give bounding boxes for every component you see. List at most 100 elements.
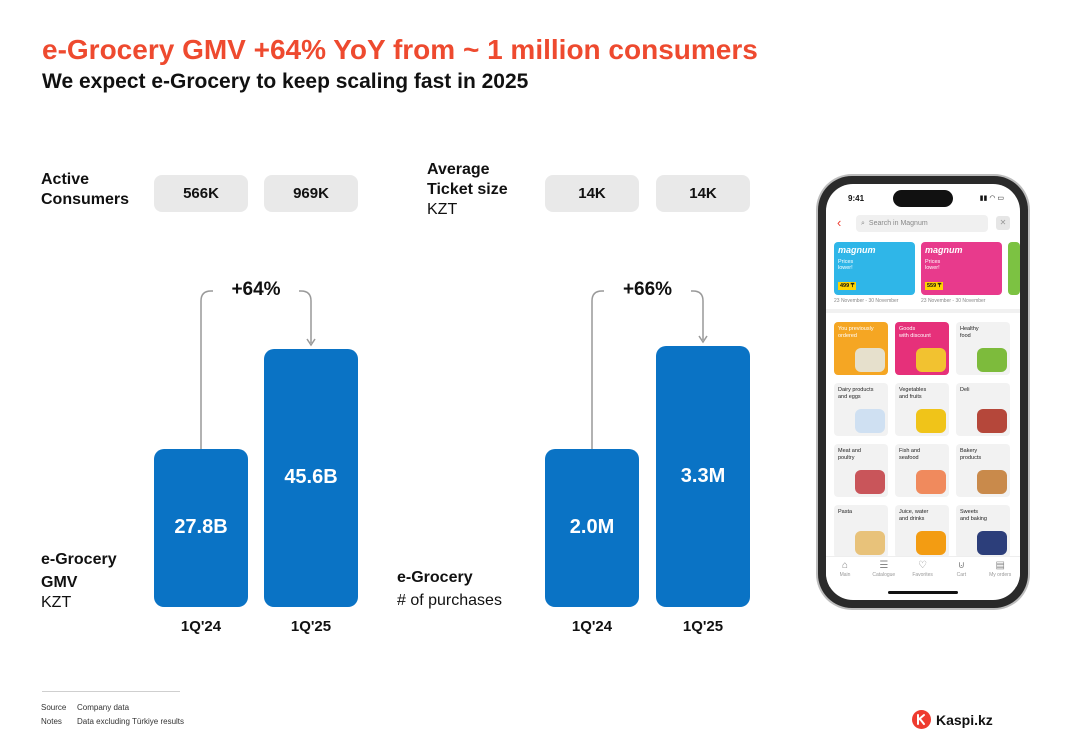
status-time: 9:41 (848, 194, 865, 203)
promo-card[interactable]: magnum Prices lower! 499 ₸ (834, 242, 915, 295)
category-tile[interactable]: Vegetables and fruits (895, 383, 949, 436)
category-image (916, 531, 946, 555)
gmv-chart-label: e-Grocery GMV KZT (41, 551, 117, 611)
page-title: e-Grocery GMV +64% YoY from ~ 1 million … (42, 34, 758, 65)
promo-card[interactable]: magnum Prices lower! 559 ₸ (921, 242, 1002, 295)
ticket-1q24-pill: 14K (545, 175, 639, 212)
bar-1q25 (656, 346, 750, 607)
back-icon[interactable]: ‹ (837, 215, 842, 230)
category-tile[interactable]: You previously ordered (834, 322, 888, 375)
notes-value: Data excluding Türkiye results (77, 717, 185, 726)
category-tile-label: Goods with discount (899, 326, 931, 339)
growth-arrow-line (200, 290, 312, 449)
tab-favorites[interactable]: ♡ Favorites (904, 560, 942, 578)
category-tile[interactable]: Healthy food (956, 322, 1010, 375)
tab-catalogue[interactable]: ☰ Catalogue (865, 560, 903, 578)
search-input[interactable]: ⌕ Search in Magnum (856, 215, 988, 232)
category-tile-label: Juice, water and drinks (899, 509, 929, 522)
bar-1q24 (154, 449, 248, 607)
promo-price: 499 ₸ (838, 282, 857, 290)
bar-value-label: 45.6B (284, 466, 338, 488)
tab-main[interactable]: ⌂ Main (826, 560, 864, 578)
active-consumers-label: Active Consumers (41, 171, 130, 208)
category-tick-label: 1Q'24 (571, 618, 613, 635)
growth-arrow-line (591, 290, 704, 449)
page-subtitle: We expect e-Grocery to keep scaling fast… (42, 70, 529, 93)
category-tile-label: Pasta (838, 509, 853, 515)
category-tile[interactable]: Bakery products (956, 444, 1010, 497)
promo-text: Prices lower! (925, 259, 941, 271)
category-tile-label: Dairy products and eggs (838, 387, 874, 400)
growth-arrow (591, 290, 708, 449)
dynamic-island (893, 190, 953, 207)
close-icon[interactable]: ✕ (996, 216, 1010, 230)
source-value: Company data (77, 703, 130, 712)
category-image (977, 470, 1007, 494)
search-placeholder: Search in Magnum (868, 220, 928, 227)
promo-brand: magnum (925, 245, 963, 255)
promo-card-peek[interactable] (1008, 242, 1020, 295)
category-tile[interactable]: Sweets and baking (956, 505, 1010, 558)
category-tile-label: Meat and poultry (838, 448, 861, 461)
consumers-1q24-pill: 566K (154, 175, 248, 212)
category-image (977, 348, 1007, 372)
growth-arrow-head (698, 335, 708, 344)
growth-arrow (200, 290, 316, 449)
category-tile[interactable]: Pasta (834, 505, 888, 558)
category-tile-label: Bakery products (960, 448, 982, 461)
category-tile[interactable]: Meat and poultry (834, 444, 888, 497)
category-tile-label: Sweets and baking (960, 509, 987, 522)
consumers-1q25-pill: 969K (264, 175, 358, 212)
promo-brand: magnum (838, 245, 876, 255)
category-image (977, 409, 1007, 433)
category-image (855, 470, 885, 494)
category-image (977, 531, 1007, 555)
tab-label: Catalogue (872, 572, 896, 578)
cart-icon: ⊍ (957, 560, 966, 571)
category-image (855, 348, 885, 372)
tab-bar: ⌂ Main ☰ Catalogue ♡ Favorites ⊍ Cart ▤ My orders (826, 556, 1020, 587)
category-tile-label: Fish and seafood (899, 448, 921, 461)
category-tile-label: You previously ordered (838, 326, 874, 339)
category-tile[interactable]: Goods with discount (895, 322, 949, 375)
growth-arrow-head (306, 338, 316, 347)
section-divider (826, 309, 1020, 313)
category-tile-label: Healthy food (960, 326, 979, 339)
notes-label: Notes (41, 717, 62, 726)
search-icon: ⌕ (861, 219, 865, 227)
category-tick-label: 1Q'25 (682, 618, 724, 635)
source-label: Source (41, 703, 67, 712)
promo-dates: 23 November - 30 November (921, 298, 986, 304)
promo-dates: 23 November - 30 November (834, 298, 899, 304)
tab-label: Main (839, 572, 851, 578)
category-image (855, 409, 885, 433)
ticket-1q25-pill: 14K (656, 175, 750, 212)
category-tick-label: 1Q'24 (180, 618, 222, 635)
category-tile[interactable]: Dairy products and eggs (834, 383, 888, 436)
category-tile-label: Deli (960, 387, 970, 393)
tab-label: My orders (989, 572, 1012, 578)
home-icon: ⌂ (841, 560, 849, 571)
category-tile[interactable]: Deli (956, 383, 1010, 436)
tab-label: Cart (956, 572, 967, 578)
category-tick-label: 1Q'25 (290, 618, 332, 635)
catalogue-icon: ☰ (879, 560, 889, 571)
tab-cart[interactable]: ⊍ Cart (942, 560, 980, 578)
category-tile[interactable]: Juice, water and drinks (895, 505, 949, 558)
phone-screen: 9:41 ▮▮ ◠ ▭ ‹ ⌕ Search in Magnum ✕ magnu… (826, 184, 1020, 600)
growth-percentage: +64% (231, 279, 281, 300)
promo-price: 559 ₸ (925, 282, 944, 290)
category-image (916, 470, 946, 494)
category-tile[interactable]: Fish and seafood (895, 444, 949, 497)
growth-percentage: +66% (622, 279, 673, 300)
phone-mockup: 9:41 ▮▮ ◠ ▭ ‹ ⌕ Search in Magnum ✕ magnu… (818, 176, 1028, 608)
status-icons: ▮▮ ◠ ▭ (979, 195, 1004, 202)
orders-icon: ▤ (995, 560, 1005, 571)
category-image (916, 348, 946, 372)
bar-value-label: 2.0M (569, 516, 615, 538)
bar-value-label: 27.8B (174, 516, 228, 538)
tab-my-orders[interactable]: ▤ My orders (981, 560, 1019, 578)
purchases-chart-label: e-Grocery # of purchases (397, 569, 502, 609)
kaspi-logo-icon (912, 710, 931, 729)
home-indicator (888, 591, 958, 594)
